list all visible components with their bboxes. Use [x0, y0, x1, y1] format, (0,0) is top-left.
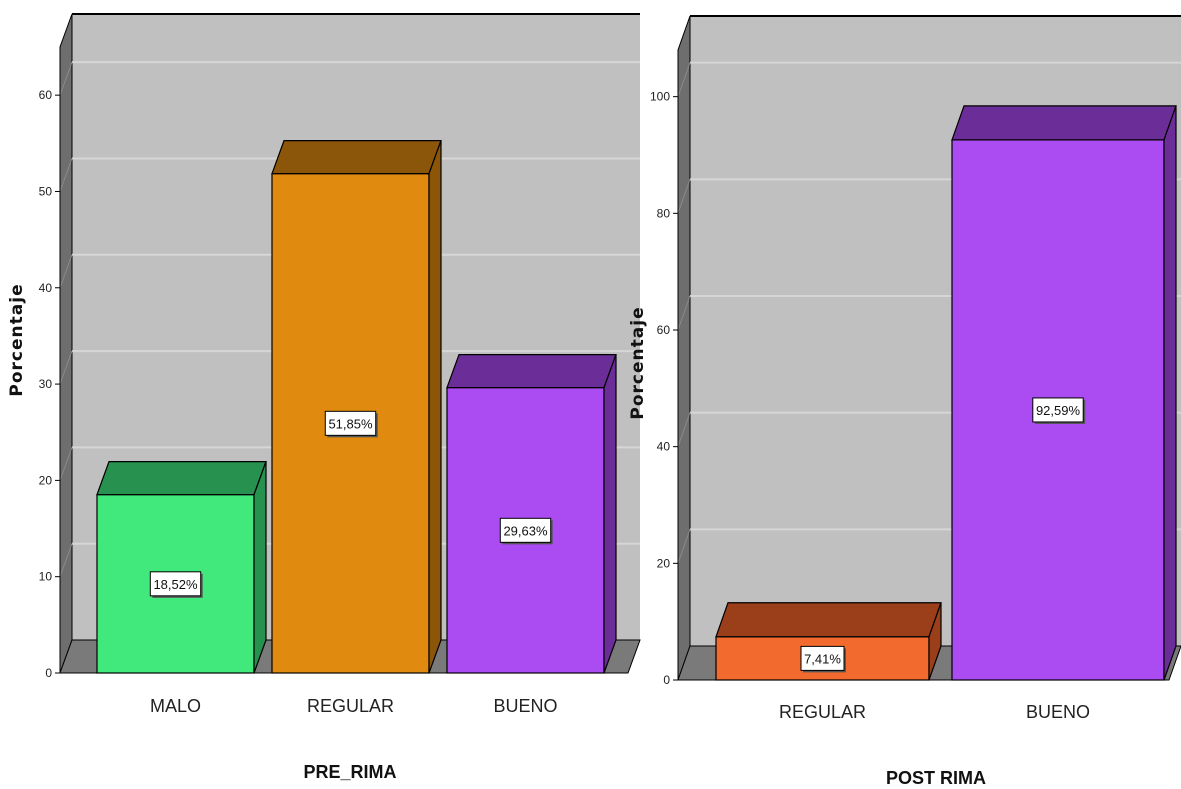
- gridline-side: [59, 158, 73, 192]
- data-label-box: [324, 410, 377, 436]
- data-label-box: [499, 517, 552, 543]
- bar-bueno: 29,63%: [446, 354, 617, 674]
- gridline-side: [677, 412, 691, 447]
- data-label: 18,52%: [153, 577, 198, 592]
- category-label: REGULAR: [779, 702, 866, 722]
- y-tick-label: 0: [45, 666, 52, 680]
- data-label: 29,63%: [503, 523, 548, 538]
- gridline-side: [677, 529, 691, 564]
- data-label-box: [1032, 397, 1084, 423]
- bar-side: [428, 140, 442, 674]
- gridline-side: [59, 61, 73, 96]
- data-label: 92,59%: [1036, 403, 1081, 418]
- y-tick-label: 50: [39, 184, 53, 198]
- category-label: BUENO: [493, 696, 557, 716]
- gridline-side: [59, 350, 73, 385]
- category-label: BUENO: [1026, 702, 1090, 722]
- y-tick-label: 20: [39, 473, 53, 487]
- y-tick-label: 100: [650, 90, 670, 104]
- bar-top: [96, 461, 267, 496]
- y-tick-label: 20: [657, 556, 671, 570]
- y-tick-label: 30: [39, 377, 53, 391]
- data-label-box: [149, 571, 202, 597]
- gridline-side: [677, 179, 691, 214]
- y-tick-label: 10: [39, 570, 53, 584]
- bar-side: [1163, 105, 1177, 681]
- gridline-side: [677, 295, 691, 331]
- data-label: 7,41%: [804, 651, 841, 666]
- x-axis-title: POST RIMA: [886, 768, 986, 788]
- bar-top: [715, 602, 942, 638]
- left-wall: [677, 15, 691, 681]
- y-tick-label: 60: [657, 323, 671, 337]
- bar-regular: 7,41%: [715, 602, 942, 681]
- category-label: MALO: [150, 696, 201, 716]
- category-label: REGULAR: [307, 696, 394, 716]
- y-tick-label: 0: [663, 673, 670, 687]
- bar-top: [951, 105, 1177, 141]
- bar-bueno: 92,59%: [951, 105, 1177, 681]
- gridline-side: [59, 447, 73, 481]
- gridline-side: [59, 543, 73, 577]
- chart-2: 0 20 40 60 80 100 7,41% REGULAR 92,59% BUENO POST …: [628, 15, 1181, 788]
- data-label: 51,85%: [328, 416, 373, 431]
- chart-1: 0 10 20 30 40 50 60 18,52% MALO 51,85% REGULAR 29,6…: [7, 13, 641, 782]
- bar-top: [271, 140, 442, 175]
- gridline-side: [677, 62, 691, 97]
- y-axis-title: Porcentaje: [7, 283, 27, 396]
- bar-side: [253, 461, 267, 674]
- gridline-side: [59, 254, 73, 288]
- bar-regular: 51,85%: [271, 140, 442, 674]
- bar-side: [603, 354, 617, 674]
- bar-malo: 18,52%: [96, 461, 267, 674]
- y-tick-label: 40: [657, 440, 671, 454]
- x-axis-title: PRE_RIMA: [303, 762, 396, 782]
- bar-side: [928, 602, 942, 681]
- y-axis-title: Porcentaje: [628, 306, 648, 419]
- y-tick-label: 80: [657, 206, 671, 220]
- bar-top: [446, 354, 617, 389]
- y-tick-label: 40: [39, 281, 53, 295]
- y-tick-label: 60: [39, 88, 53, 102]
- data-label-box: [800, 645, 845, 671]
- left-wall: [59, 13, 73, 674]
